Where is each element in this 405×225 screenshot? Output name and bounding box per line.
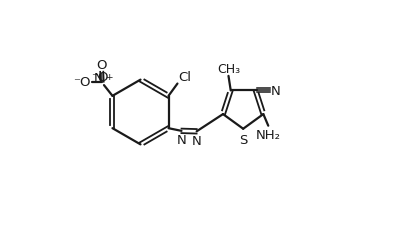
Text: N: N <box>176 133 186 146</box>
Text: N: N <box>93 72 103 85</box>
Text: S: S <box>239 134 247 146</box>
Text: N: N <box>271 85 280 97</box>
Text: NH₂: NH₂ <box>255 129 280 142</box>
Text: ⁻O: ⁻O <box>91 71 108 83</box>
Text: Cl: Cl <box>178 70 191 83</box>
Text: N: N <box>192 134 201 147</box>
Text: O: O <box>96 58 106 72</box>
Text: ⁻O: ⁻O <box>73 76 90 89</box>
Text: +: + <box>105 72 113 81</box>
Text: CH₃: CH₃ <box>216 63 239 75</box>
